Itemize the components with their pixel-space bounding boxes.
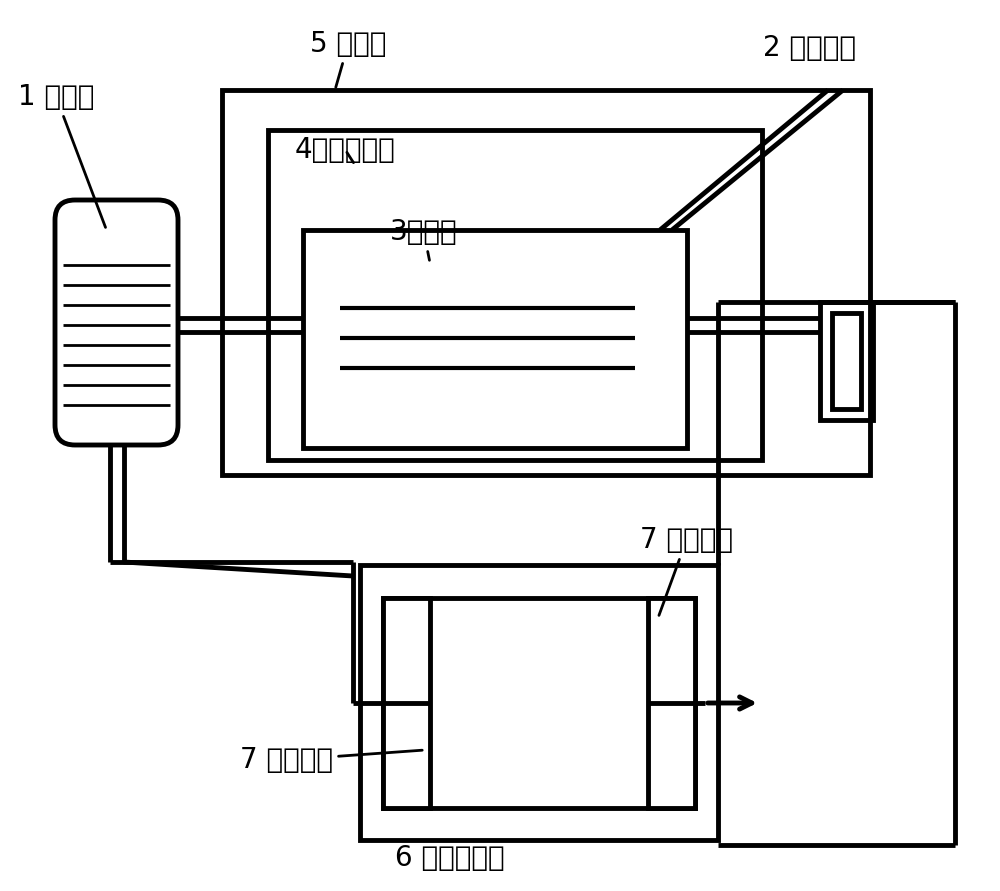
- Bar: [832, 313, 861, 409]
- Bar: [648, 598, 695, 808]
- Text: 2 电导电极: 2 电导电极: [763, 34, 856, 62]
- Bar: [820, 302, 873, 420]
- Text: 7 蓝宝石窗: 7 蓝宝石窗: [240, 746, 422, 774]
- Text: 5 恒温笱: 5 恒温笱: [310, 30, 386, 87]
- Text: 1 变压器: 1 变压器: [18, 83, 106, 227]
- Bar: [268, 130, 762, 460]
- Text: 6 红外吸收池: 6 红外吸收池: [395, 844, 505, 872]
- Bar: [303, 230, 687, 448]
- FancyBboxPatch shape: [55, 200, 178, 445]
- Text: 4电磁屏蔽笱: 4电磁屏蔽笱: [295, 136, 396, 164]
- Text: 7 蓝宝石窗: 7 蓝宝石窗: [640, 526, 733, 616]
- Text: 3电导池: 3电导池: [390, 218, 458, 260]
- Bar: [383, 598, 430, 808]
- Bar: [360, 565, 718, 840]
- Bar: [383, 598, 695, 808]
- Bar: [222, 90, 870, 475]
